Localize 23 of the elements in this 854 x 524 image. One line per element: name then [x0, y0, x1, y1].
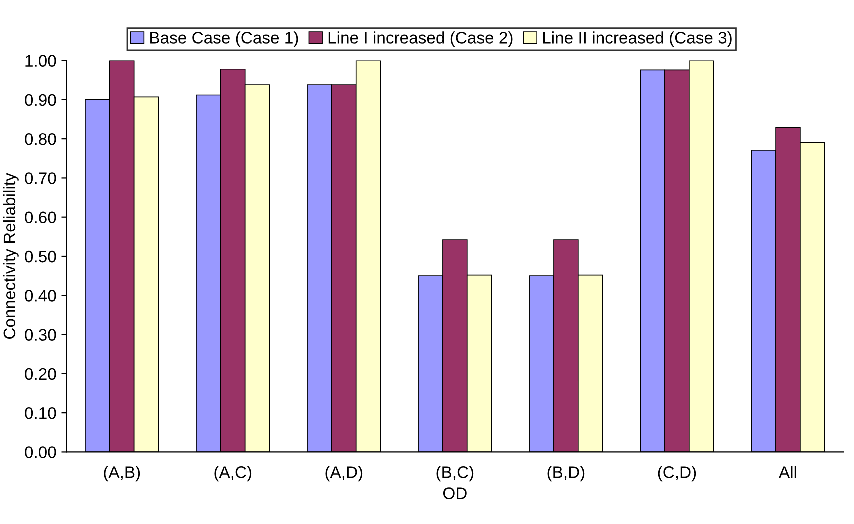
y-tick-label: 0.00	[25, 446, 56, 458]
legend-label: Base Case (Case 1)	[150, 32, 298, 48]
legend-label: Line I increased (Case 2)	[328, 32, 513, 48]
legend-label: Line II increased (Case 3)	[543, 32, 732, 48]
x-tick-label: (B,D)	[548, 466, 585, 482]
y-tick-label: 0.20	[25, 368, 56, 380]
x-tick-label: (A,C)	[214, 466, 252, 482]
x-tick-label: (A,B)	[104, 466, 140, 482]
x-tick-label: (B,C)	[436, 466, 474, 482]
y-tick-label: 1.00	[26, 55, 56, 67]
y-axis-title: Connectivity Reliability	[3, 173, 19, 340]
x-tick-label: (C,D)	[658, 466, 696, 482]
x-tick-label: All	[779, 466, 796, 478]
y-tick-label: 0.10	[25, 407, 56, 420]
y-tick-label: 0.40	[25, 290, 56, 302]
y-tick-label: 0.30	[25, 329, 56, 341]
y-tick-label: 0.60	[25, 212, 56, 224]
y-tick-label: 0.80	[25, 133, 56, 146]
y-tick-label: 0.90	[25, 94, 56, 106]
x-axis-title: OD	[443, 488, 467, 500]
y-tick-label: 0.50	[25, 250, 56, 263]
x-tick-label: (A,D)	[326, 466, 363, 482]
y-tick-label: 0.70	[25, 172, 56, 184]
